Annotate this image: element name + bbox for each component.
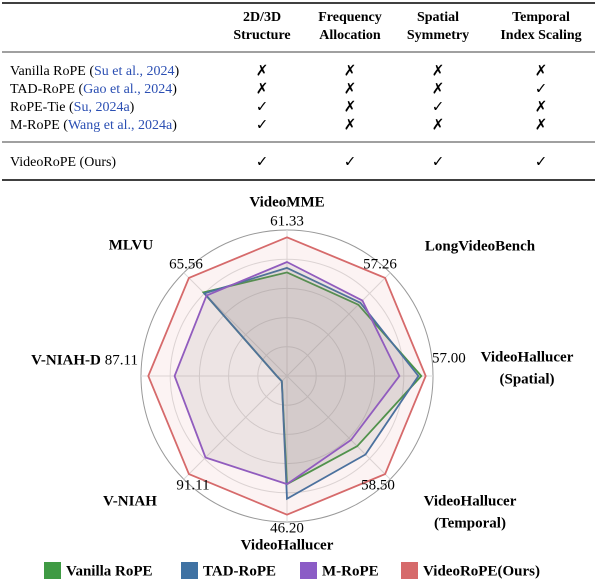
axis-label: LongVideoBench	[425, 238, 536, 254]
legend-label: M-RoPE	[322, 563, 379, 579]
legend-swatch	[300, 562, 317, 579]
row-name: )	[175, 64, 180, 79]
column-header: Temporal	[512, 10, 570, 25]
cell-mark: ✗	[344, 117, 357, 133]
column-header: 2D/3D	[243, 10, 281, 25]
value-label: 61.33	[270, 213, 304, 229]
row-name: M-RoPE (	[10, 118, 68, 133]
axis-label: MLVU	[109, 237, 154, 253]
row-name: TAD-RoPE (	[10, 82, 83, 97]
grid-spoke	[286, 375, 391, 480]
column-header: Symmetry	[407, 28, 469, 43]
axis-label: VideoHallucer	[241, 537, 334, 553]
cell-mark: ✓	[256, 99, 269, 115]
axis-label: (Spatial)	[499, 371, 554, 387]
cell-mark: ✗	[344, 63, 357, 79]
cell-mark: ✗	[535, 117, 548, 133]
value-label: 57.00	[432, 350, 466, 366]
column-header: Frequency	[318, 10, 382, 25]
legend-swatch	[44, 562, 61, 579]
cell-mark: ✗	[432, 63, 445, 79]
column-header: Spatial	[417, 10, 459, 25]
value-label: 87.11	[105, 352, 138, 368]
legend-label: TAD-RoPE	[203, 563, 276, 579]
cell-mark: ✗	[432, 117, 445, 133]
citation: Wang et al., 2024a	[68, 118, 173, 133]
cell-mark: ✓	[432, 99, 445, 115]
cell-mark: ✗	[344, 81, 357, 97]
column-header: Structure	[233, 28, 290, 43]
cell-mark: ✗	[535, 99, 548, 115]
axis-label: V-NIAH	[103, 493, 157, 509]
citation: Su, 2024a	[74, 100, 131, 115]
cell-mark: ✗	[432, 81, 445, 97]
row-name: )	[130, 100, 135, 115]
radar-series	[202, 266, 420, 501]
cell-mark: ✓	[344, 154, 357, 170]
row-name: RoPE-Tie (	[10, 100, 74, 115]
citation: Su et al., 2024	[94, 64, 175, 79]
legend-label: VideoRoPE(Ours)	[423, 563, 540, 579]
cell-mark: ✓	[535, 154, 548, 170]
value-label: 46.20	[270, 520, 304, 536]
citation: Gao et al., 2024	[83, 82, 172, 97]
legend-swatch	[181, 562, 198, 579]
cell-mark: ✗	[256, 81, 269, 97]
axis-label: VideoHallucer	[424, 493, 517, 509]
cell-mark: ✓	[256, 154, 269, 170]
row-name: Vanilla RoPE (	[10, 64, 94, 79]
row-label: M-RoPE (Wang et al., 2024a)	[10, 118, 177, 133]
cell-mark: ✗	[344, 99, 357, 115]
axis-label: (Temporal)	[434, 515, 506, 531]
axis-label: V-NIAH-D	[31, 352, 101, 368]
row-label: RoPE-Tie (Su, 2024a)	[10, 100, 135, 115]
row-name: VideoRoPE (Ours)	[10, 155, 116, 170]
cell-mark: ✓	[535, 81, 548, 97]
grid-spoke	[183, 272, 288, 377]
value-label: 58.50	[361, 477, 395, 493]
row-name: )	[172, 118, 177, 133]
cell-mark: ✗	[535, 63, 548, 79]
cell-mark: ✓	[256, 117, 269, 133]
radar-series	[147, 236, 427, 516]
row-label: VideoRoPE (Ours)	[10, 155, 116, 170]
axis-label: VideoMME	[249, 194, 324, 210]
radar-series	[173, 261, 401, 486]
grid-spoke	[183, 375, 288, 480]
value-label: 91.11	[176, 477, 209, 493]
value-label: 57.26	[363, 256, 397, 272]
legend-label: Vanilla RoPE	[66, 563, 153, 579]
legend-swatch	[401, 562, 418, 579]
value-label: 65.56	[169, 256, 203, 272]
cell-mark: ✓	[432, 154, 445, 170]
row-label: TAD-RoPE (Gao et al., 2024)	[10, 82, 177, 97]
column-header: Index Scaling	[500, 28, 581, 43]
cell-mark: ✗	[256, 63, 269, 79]
row-label: Vanilla RoPE (Su et al., 2024)	[10, 64, 180, 79]
grid-spoke	[286, 272, 391, 377]
column-header: Allocation	[319, 28, 381, 43]
axis-label: VideoHallucer	[481, 349, 574, 365]
row-name: )	[172, 82, 177, 97]
